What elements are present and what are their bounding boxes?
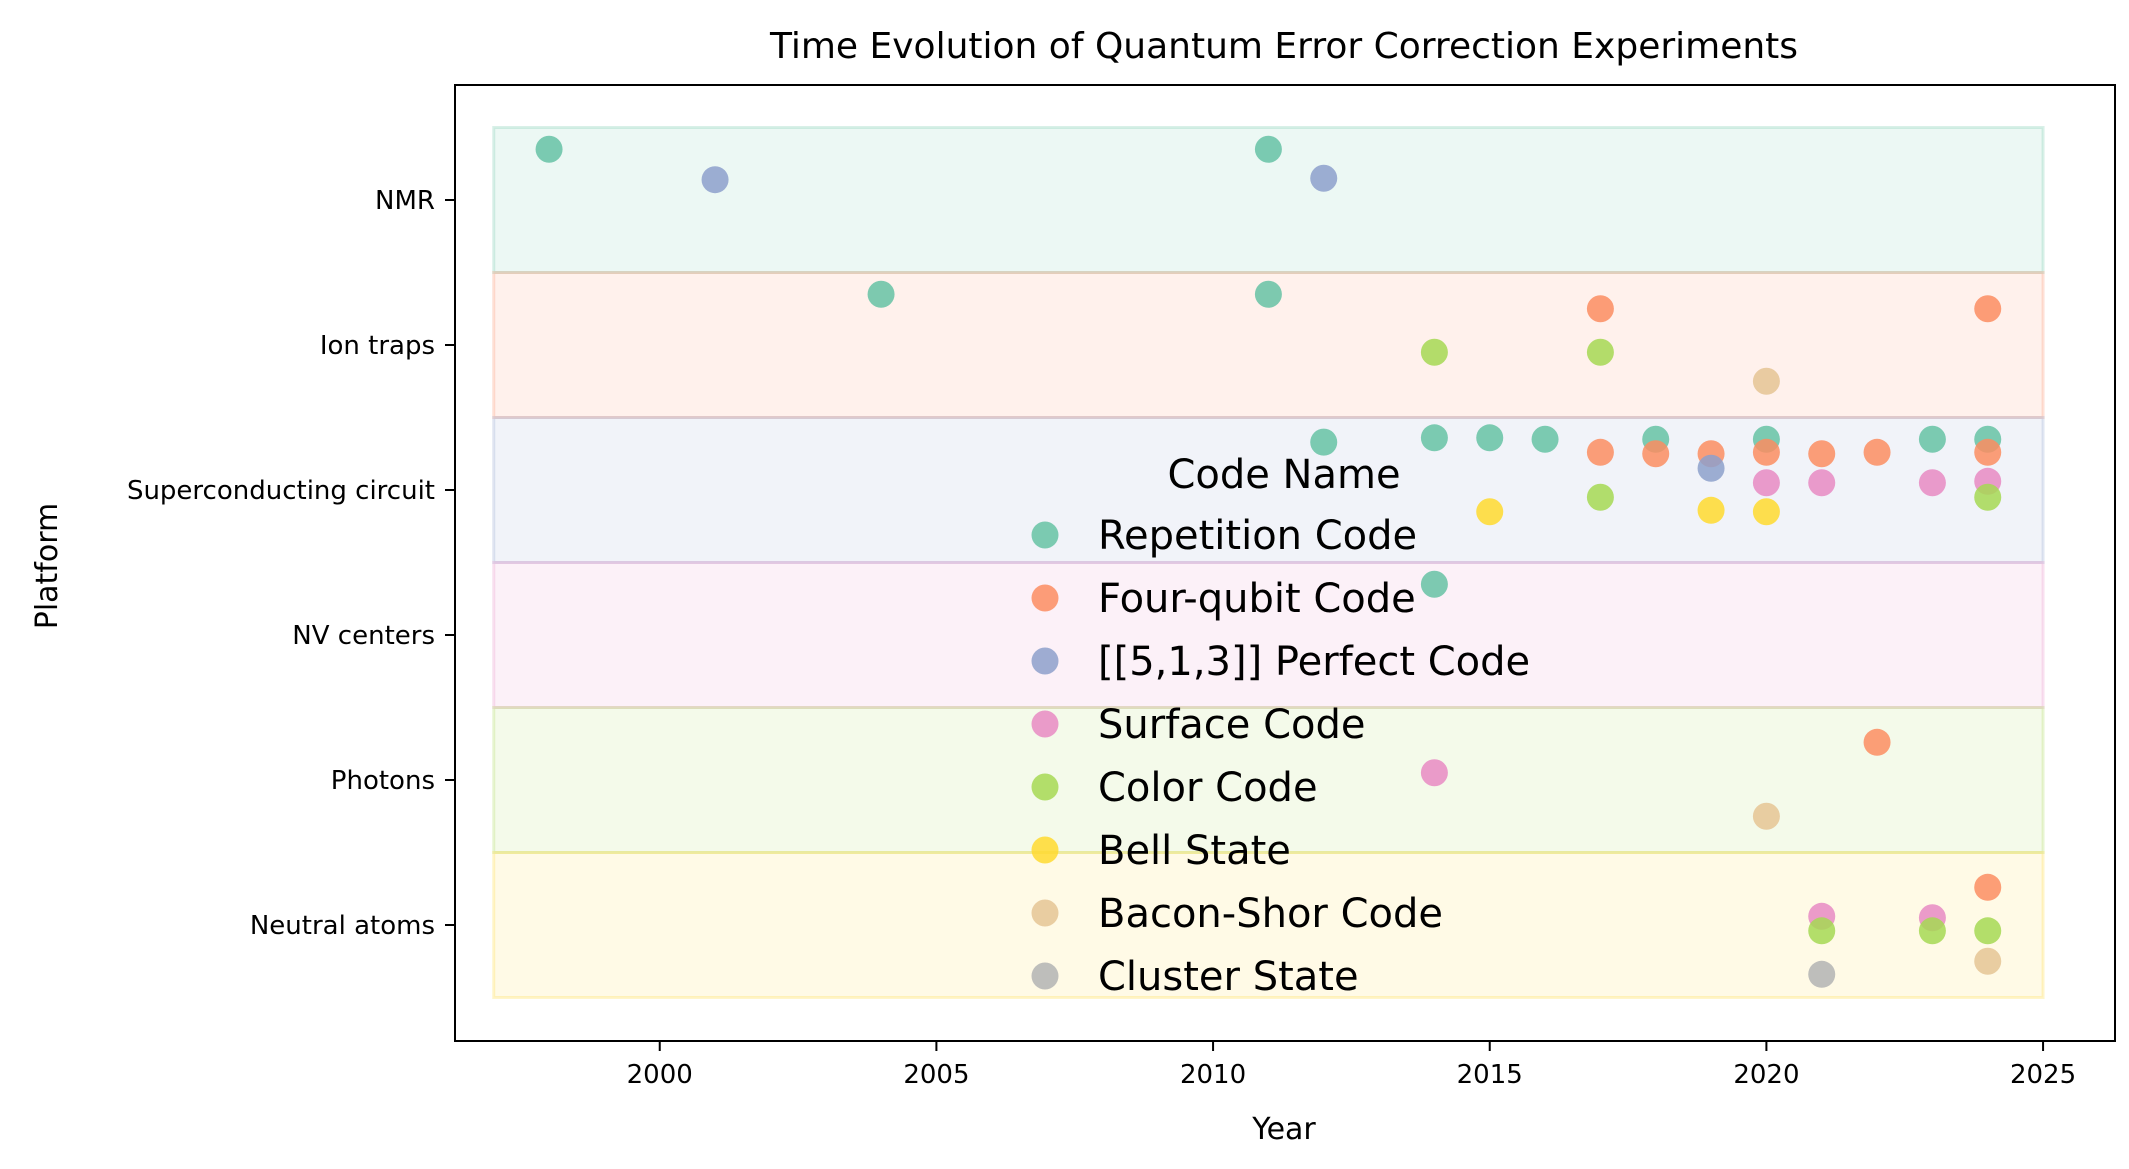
data-point — [1697, 496, 1725, 524]
x-tick-label: 2020 — [1733, 1060, 1799, 1090]
legend-label: Surface Code — [1098, 702, 1366, 748]
legend-label: Repetition Code — [1098, 513, 1417, 559]
data-point — [1586, 295, 1614, 323]
legend-marker — [1031, 710, 1059, 738]
legend: Code Name Repetition Code Four-qubit Code… — [1031, 452, 1530, 1000]
legend-marker — [1031, 584, 1059, 612]
data-point — [1310, 164, 1338, 192]
data-point — [1254, 135, 1282, 163]
legend-marker — [1031, 836, 1059, 864]
data-point — [1918, 469, 1946, 497]
data-point — [1697, 454, 1725, 482]
legend-marker — [1031, 962, 1059, 990]
band-neutral-atoms — [492, 851, 2045, 999]
platform-bands — [492, 126, 2045, 999]
x-axis-ticks: 2000 2005 2010 2015 2020 2025 — [627, 1041, 2076, 1090]
chart-title: Time Evolution of Quantum Error Correcti… — [769, 26, 1798, 67]
legend-label: Bacon-Shor Code — [1098, 891, 1443, 937]
y-axis-ticks: NMR Ion traps Superconducting circuit NV ce… — [127, 186, 455, 941]
legend-title: Code Name — [1167, 452, 1400, 498]
data-point — [1918, 425, 1946, 453]
legend-label: Four-qubit Code — [1098, 576, 1416, 622]
y-axis-label: Platform — [30, 503, 65, 630]
x-tick-label: 2010 — [1180, 1060, 1246, 1090]
data-point — [867, 280, 895, 308]
data-point — [1974, 438, 2002, 466]
data-point — [1642, 440, 1670, 468]
data-point — [1918, 917, 1946, 945]
x-tick-label: 2025 — [2010, 1060, 2076, 1090]
data-point — [1752, 438, 1780, 466]
legend-label: Bell State — [1098, 828, 1291, 874]
legend-label: [[5,1,3]] Perfect Code — [1098, 639, 1530, 685]
data-point — [1808, 917, 1836, 945]
data-point — [1974, 947, 2002, 975]
y-tick-label: Neutral atoms — [250, 911, 435, 941]
legend-marker — [1031, 647, 1059, 675]
data-point — [1863, 728, 1891, 756]
x-axis-label: Year — [1251, 1112, 1316, 1147]
y-tick-label: Photons — [331, 766, 435, 796]
x-tick-label: 2005 — [903, 1060, 969, 1090]
plot-frame — [454, 84, 2116, 1042]
data-point — [1974, 917, 2002, 945]
data-point — [1476, 424, 1504, 452]
legend-marker — [1031, 521, 1059, 549]
data-points — [535, 135, 2002, 988]
band-superconducting-circuit — [492, 416, 2045, 564]
data-point — [1752, 802, 1780, 830]
x-tick-label: 2015 — [1457, 1060, 1523, 1090]
legend-label: Cluster State — [1098, 954, 1359, 1000]
data-point — [1808, 960, 1836, 988]
data-point — [1974, 873, 2002, 901]
legend-marker — [1031, 899, 1059, 927]
data-point — [1420, 338, 1448, 366]
legend-label: Color Code — [1098, 765, 1318, 811]
data-point — [1254, 280, 1282, 308]
data-point — [1752, 367, 1780, 395]
data-point — [1586, 338, 1614, 366]
band-photons — [492, 706, 2045, 854]
data-point — [1752, 498, 1780, 526]
data-point — [1310, 428, 1338, 456]
data-point — [1531, 425, 1559, 453]
data-point — [535, 135, 563, 163]
data-point — [1974, 483, 2002, 511]
band-nv-centers — [492, 561, 2045, 709]
data-point — [701, 166, 729, 194]
data-point — [1863, 438, 1891, 466]
data-point — [1586, 438, 1614, 466]
y-tick-label: Ion traps — [320, 331, 435, 361]
y-tick-label: NMR — [375, 186, 435, 216]
data-point — [1420, 424, 1448, 452]
data-point — [1808, 469, 1836, 497]
data-point — [1808, 440, 1836, 468]
data-point — [1586, 483, 1614, 511]
x-tick-label: 2000 — [627, 1060, 693, 1090]
data-point — [1420, 570, 1448, 598]
legend-marker — [1031, 773, 1059, 801]
data-point — [1752, 469, 1780, 497]
data-point — [1420, 759, 1448, 787]
y-tick-label: Superconducting circuit — [127, 476, 435, 506]
data-point — [1476, 498, 1504, 526]
data-point — [1974, 295, 2002, 323]
y-tick-label: NV centers — [292, 621, 435, 651]
